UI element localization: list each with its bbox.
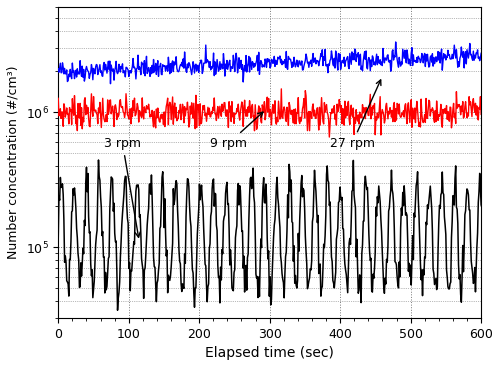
- Text: 27 rpm: 27 rpm: [330, 80, 381, 150]
- Y-axis label: Number concentration (#/cm³): Number concentration (#/cm³): [7, 66, 20, 259]
- Text: 9 rpm: 9 rpm: [210, 112, 263, 150]
- X-axis label: Elapsed time (sec): Elapsed time (sec): [205, 346, 334, 360]
- Text: 3 rpm: 3 rpm: [104, 137, 141, 237]
